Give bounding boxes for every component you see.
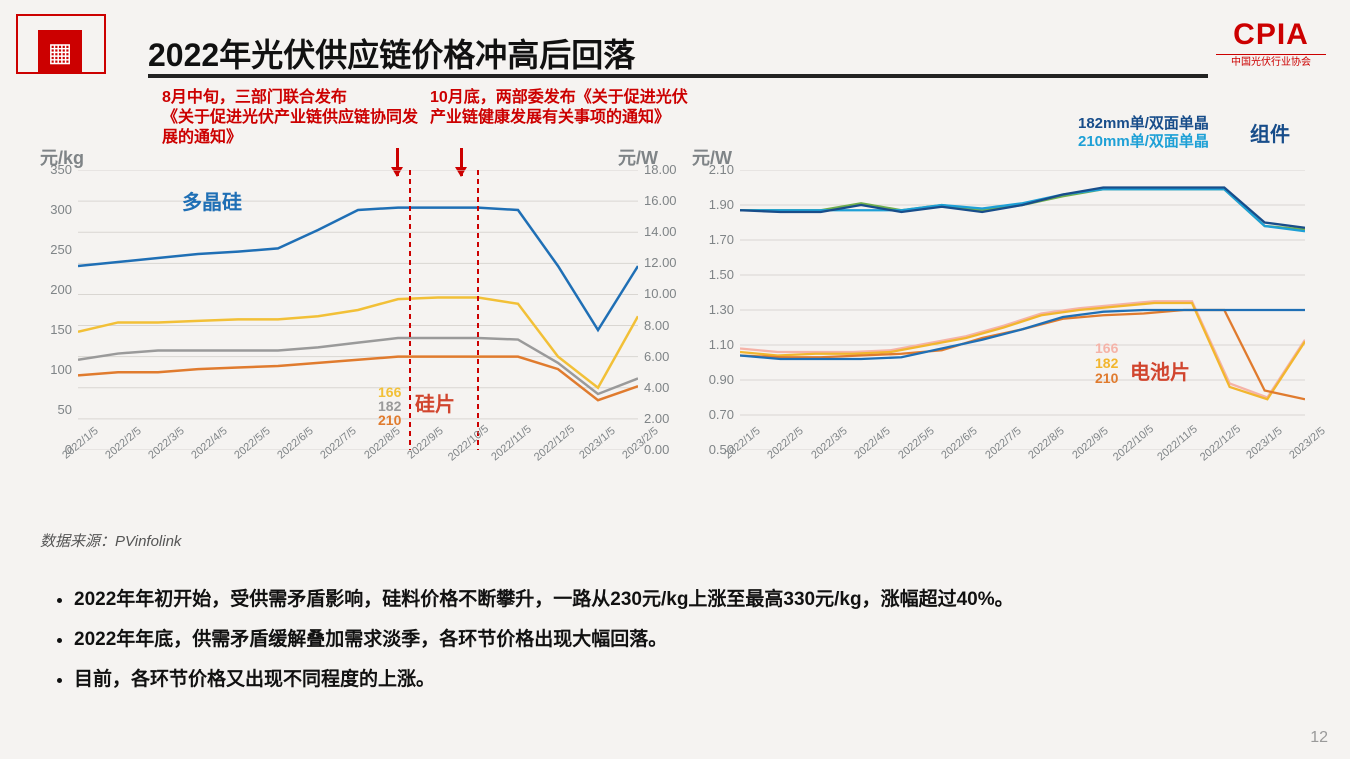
tick-y-right: 14.00 — [644, 224, 688, 239]
bullet-item: 2022年年初开始，受供需矛盾影响，硅料价格不断攀升，一路从230元/kg上涨至… — [74, 580, 1014, 620]
page-number: 12 — [1310, 729, 1328, 747]
tick-y-right: 10.00 — [644, 286, 688, 301]
label-cell-166: 166 — [1095, 340, 1118, 356]
page-title: 2022年光伏供应链价格冲高后回落 — [148, 30, 635, 76]
tick-y-left: 300 — [38, 202, 72, 217]
tick-y-right: 12.00 — [644, 255, 688, 270]
data-source: 数据来源：PVinfolink — [40, 530, 181, 551]
tick-y-left: 150 — [38, 322, 72, 337]
tick-y-left: 200 — [38, 282, 72, 297]
bullet-list: 2022年年初开始，受供需矛盾影响，硅料价格不断攀升，一路从230元/kg上涨至… — [52, 580, 1014, 700]
label-wafer: 硅片 — [415, 388, 455, 417]
tick-y-right: 4.00 — [644, 380, 688, 395]
bullet-item: 2022年年底，供需矛盾缓解叠加需求淡季，各环节价格出现大幅回落。 — [74, 620, 1014, 660]
tick-y: 1.70 — [696, 232, 734, 247]
label-module-210: 210mm单/双面单晶 — [1078, 130, 1209, 151]
bullet-item: 目前，各环节价格又出现不同程度的上涨。 — [74, 660, 1014, 700]
tick-y-left: 250 — [38, 242, 72, 257]
tick-y: 0.90 — [696, 372, 734, 387]
tick-y-right: 8.00 — [644, 318, 688, 333]
tick-y-right: 16.00 — [644, 193, 688, 208]
label-module: 组件 — [1250, 118, 1290, 147]
tick-y: 1.30 — [696, 302, 734, 317]
left-chart: 0501001502002503003500.002.004.006.008.0… — [78, 170, 638, 450]
tick-y-left: 350 — [38, 162, 72, 177]
cpia-logo: CPIA 中国光伏行业协会 — [1216, 18, 1326, 68]
label-cell-182: 182 — [1095, 355, 1118, 371]
label-polysilicon: 多晶硅 — [182, 186, 242, 215]
right-chart: 0.500.700.901.101.301.501.701.902.102022… — [740, 170, 1305, 450]
tick-y-right: 18.00 — [644, 162, 688, 177]
annotation-aug: 8月中旬，三部门联合发布 《关于促进光伏产业链供应链协同发展的通知》 — [162, 88, 422, 148]
logo-subtitle: 中国光伏行业协会 — [1216, 53, 1326, 68]
tick-y-right: 2.00 — [644, 411, 688, 426]
label-wafer-210: 210 — [378, 412, 401, 428]
tick-y: 1.10 — [696, 337, 734, 352]
tick-y-right: 0.00 — [644, 442, 688, 457]
tick-y: 2.10 — [696, 162, 734, 177]
logo-text: CPIA — [1216, 18, 1326, 52]
title-underline — [148, 74, 1208, 78]
tick-y: 0.70 — [696, 407, 734, 422]
label-cell-210: 210 — [1095, 370, 1118, 386]
annotation-oct: 10月底，两部委发布《关于促进光伏产业链健康发展有关事项的通知》 — [430, 88, 690, 128]
tick-y-left: 50 — [38, 402, 72, 417]
tick-y-left: 100 — [38, 362, 72, 377]
building-icon: ▦ — [38, 30, 82, 74]
tick-y-right: 6.00 — [644, 349, 688, 364]
tick-y: 1.50 — [696, 267, 734, 282]
label-cell: 电池片 — [1130, 356, 1190, 385]
tick-y: 1.90 — [696, 197, 734, 212]
